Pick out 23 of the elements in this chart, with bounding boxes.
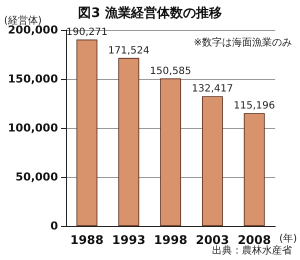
data-label: 115,196 <box>234 100 275 112</box>
y-tick-label: 50,000 <box>16 170 58 184</box>
data-label: 190,271 <box>66 27 108 38</box>
x-tick-label: 1993 <box>112 233 146 247</box>
y-axis-title: (経営体) <box>4 14 42 26</box>
x-tick-label: 1998 <box>154 233 188 247</box>
bar <box>76 40 98 226</box>
data-label: 150,585 <box>150 66 192 77</box>
data-label: 132,417 <box>192 84 234 95</box>
chart-title: 図3 漁業経営体数の推移 <box>78 5 222 21</box>
bar <box>160 78 182 226</box>
annotation: ※数字は海面漁業のみ <box>194 36 292 48</box>
source-note: 出典：農林水産省 <box>212 244 292 256</box>
y-tick-label: 200,000 <box>8 24 58 36</box>
x-tick-label: 1988 <box>70 233 104 247</box>
x-axis-title: (年) <box>279 232 298 244</box>
y-tick-label: 0 <box>50 220 58 232</box>
bar <box>118 58 140 226</box>
y-tick-label: 150,000 <box>8 72 58 86</box>
bar <box>244 113 265 226</box>
y-tick-label: 100,000 <box>8 122 58 134</box>
data-label: 171,524 <box>108 45 150 56</box>
bar <box>202 96 223 226</box>
